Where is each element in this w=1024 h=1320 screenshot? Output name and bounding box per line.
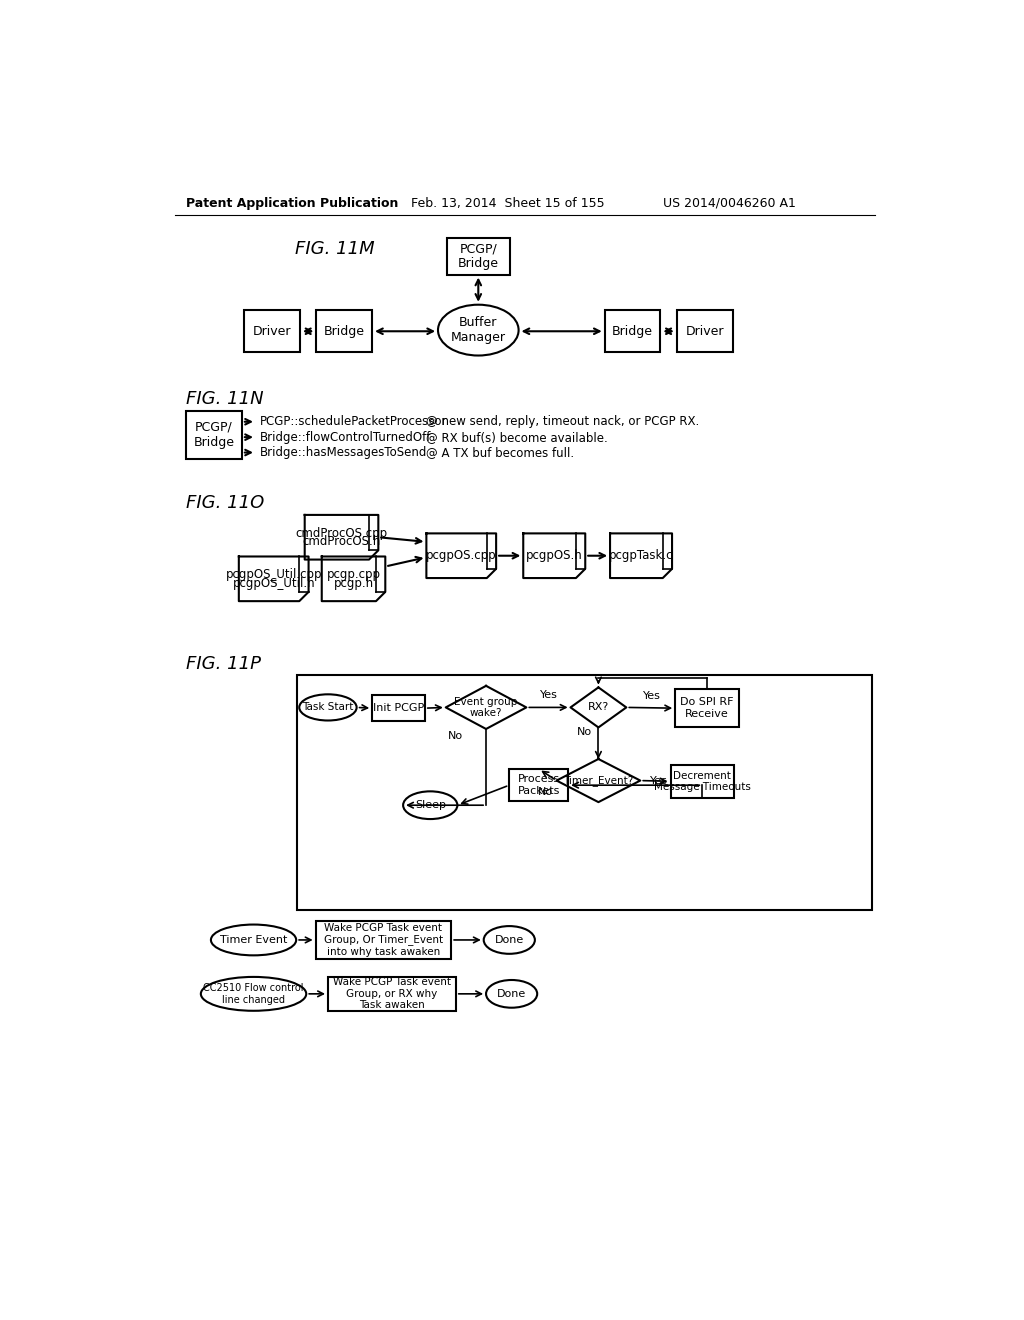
- Polygon shape: [445, 686, 526, 729]
- Text: Bridge::flowControlTurnedOff: Bridge::flowControlTurnedOff: [260, 430, 431, 444]
- Text: Feb. 13, 2014  Sheet 15 of 155: Feb. 13, 2014 Sheet 15 of 155: [411, 197, 604, 210]
- Text: cmdProcOS.h: cmdProcOS.h: [302, 535, 381, 548]
- Bar: [316, 310, 372, 352]
- Polygon shape: [570, 688, 627, 727]
- Polygon shape: [557, 759, 640, 803]
- Text: @ A TX buf becomes full.: @ A TX buf becomes full.: [426, 446, 574, 459]
- Text: Yes: Yes: [650, 776, 669, 785]
- Text: pcgpOS_Util.cpp: pcgpOS_Util.cpp: [225, 568, 322, 581]
- Text: pcgpOS_Util.h: pcgpOS_Util.h: [232, 577, 315, 590]
- Text: Driver: Driver: [685, 325, 724, 338]
- Ellipse shape: [211, 924, 296, 956]
- Text: CC2510 Flow control
line changed: CC2510 Flow control line changed: [204, 983, 304, 1005]
- Text: Bridge::hasMessagesToSend: Bridge::hasMessagesToSend: [260, 446, 427, 459]
- Bar: [245, 310, 300, 352]
- Text: Process
Packets: Process Packets: [517, 775, 560, 796]
- Text: @ RX buf(s) become available.: @ RX buf(s) become available.: [426, 430, 608, 444]
- Text: Do SPI RF
Receive: Do SPI RF Receive: [680, 697, 733, 719]
- Bar: [315, 921, 452, 960]
- Polygon shape: [239, 557, 308, 601]
- Text: Timer_Event?: Timer_Event?: [563, 775, 634, 785]
- Text: @ new send, reply, timeout nack, or PCGP RX.: @ new send, reply, timeout nack, or PCGP…: [426, 416, 699, 428]
- Bar: [372, 696, 425, 721]
- Text: Sleep: Sleep: [415, 800, 445, 810]
- Text: Bridge: Bridge: [324, 325, 365, 338]
- Text: FIG. 11N: FIG. 11N: [186, 389, 264, 408]
- Bar: [675, 689, 738, 727]
- Text: Event group
wake?: Event group wake?: [455, 697, 518, 718]
- Text: Decrement
Message Timeouts: Decrement Message Timeouts: [654, 771, 751, 792]
- Text: Yes: Yes: [643, 690, 660, 701]
- Text: Patent Application Publication: Patent Application Publication: [186, 197, 398, 210]
- Text: No: No: [447, 731, 463, 741]
- Polygon shape: [523, 533, 586, 578]
- Text: pcgpOS.cpp: pcgpOS.cpp: [426, 549, 497, 562]
- Text: Timer Event: Timer Event: [220, 935, 288, 945]
- Text: cmdProcOS.cpp: cmdProcOS.cpp: [296, 527, 387, 540]
- Text: pcgp.cpp: pcgp.cpp: [327, 568, 381, 581]
- Text: RX?: RX?: [588, 702, 609, 713]
- Text: pcgp.h: pcgp.h: [334, 577, 374, 590]
- Bar: [297, 675, 872, 909]
- Bar: [604, 310, 660, 352]
- Text: pcgpTask.c: pcgpTask.c: [609, 549, 674, 562]
- Text: Wake PCGP Task event
Group, Or Timer_Event
into why task awaken: Wake PCGP Task event Group, Or Timer_Eve…: [324, 923, 443, 957]
- Text: Yes: Yes: [540, 690, 558, 700]
- Bar: [446, 238, 510, 275]
- Ellipse shape: [403, 792, 458, 818]
- Text: Init PCGP: Init PCGP: [373, 704, 424, 713]
- Text: PCGP::schedulePacketProcessor: PCGP::schedulePacketProcessor: [260, 416, 447, 428]
- Text: Wake PCGP Task event
Group, or RX why
Task awaken: Wake PCGP Task event Group, or RX why Ta…: [333, 977, 451, 1010]
- Text: No: No: [577, 727, 592, 737]
- Polygon shape: [305, 515, 378, 560]
- Ellipse shape: [299, 694, 356, 721]
- Text: FIG. 11M: FIG. 11M: [295, 240, 374, 259]
- Text: No: No: [539, 787, 553, 797]
- Text: pcgpOS.h: pcgpOS.h: [526, 549, 583, 562]
- Bar: [677, 310, 732, 352]
- Text: FIG. 11P: FIG. 11P: [186, 655, 261, 673]
- Ellipse shape: [201, 977, 306, 1011]
- Bar: [186, 411, 242, 459]
- Bar: [328, 977, 456, 1011]
- Text: FIG. 11O: FIG. 11O: [186, 494, 264, 512]
- Text: Driver: Driver: [253, 325, 292, 338]
- Text: Task Start: Task Start: [302, 702, 353, 713]
- Text: PCGP/
Bridge: PCGP/ Bridge: [194, 421, 234, 449]
- Text: Done: Done: [497, 989, 526, 999]
- Polygon shape: [322, 557, 385, 601]
- Bar: [509, 770, 568, 801]
- Text: PCGP/
Bridge: PCGP/ Bridge: [458, 242, 499, 271]
- Polygon shape: [610, 533, 672, 578]
- Bar: [671, 766, 734, 797]
- Polygon shape: [426, 533, 496, 578]
- Text: Bridge: Bridge: [612, 325, 653, 338]
- Text: Done: Done: [495, 935, 524, 945]
- Text: US 2014/0046260 A1: US 2014/0046260 A1: [663, 197, 796, 210]
- Ellipse shape: [483, 927, 535, 954]
- Ellipse shape: [438, 305, 518, 355]
- Text: Buffer
Manager: Buffer Manager: [451, 315, 506, 345]
- Ellipse shape: [486, 979, 538, 1007]
